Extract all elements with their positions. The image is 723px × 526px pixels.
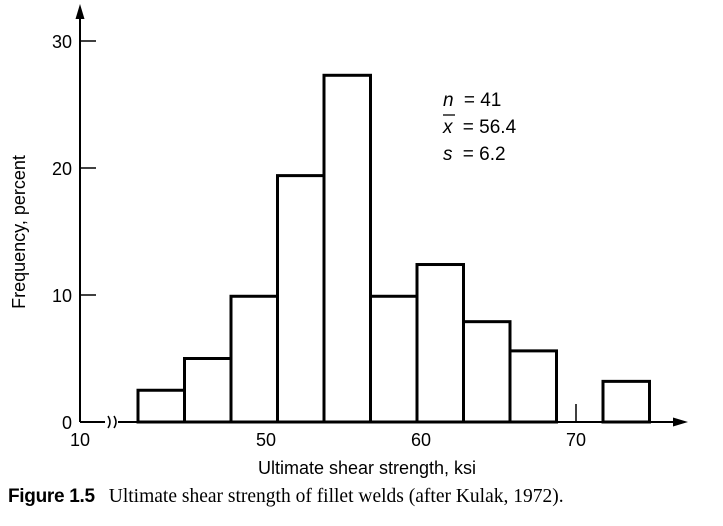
stat-n: n = 41 xyxy=(443,90,501,111)
histogram-bar xyxy=(369,294,419,424)
y-axis-label: Frequency, percent xyxy=(9,155,29,309)
y-tick-label: 10 xyxy=(52,286,72,306)
axis-break-mark xyxy=(107,415,117,429)
histogram-bar xyxy=(462,320,512,424)
histogram-bar xyxy=(415,263,465,424)
y-ticks: 0 10 20 30 xyxy=(52,32,96,433)
figure-label: Figure 1.5 xyxy=(8,486,95,507)
histogram-bars xyxy=(136,73,651,424)
histogram-bar xyxy=(322,73,372,424)
stat-s-value: = 6.2 xyxy=(463,144,506,165)
x-tick-label: 70 xyxy=(566,430,586,450)
histogram-bar xyxy=(276,174,326,424)
stat-s-symbol: s xyxy=(443,144,453,165)
x-axis-label: Ultimate shear strength, ksi xyxy=(258,458,476,478)
x-tick-label: 10 xyxy=(70,430,90,450)
x-ticks: 10 50 60 70 xyxy=(70,404,586,450)
stat-n-value: = 41 xyxy=(464,90,502,111)
figure-caption: Figure 1.5 Ultimate shear strength of fil… xyxy=(8,486,720,508)
stat-mean-value: = 56.4 xyxy=(463,117,517,138)
y-tick-label: 20 xyxy=(52,159,72,179)
histogram-bar xyxy=(601,379,651,424)
stat-mean: x = 56.4 xyxy=(442,117,517,138)
x-tick-label: 60 xyxy=(411,430,431,450)
histogram-bar xyxy=(136,388,186,424)
histogram-bar xyxy=(229,294,279,424)
y-axis-arrow xyxy=(75,4,85,19)
stat-n-symbol: n xyxy=(443,90,454,111)
y-tick-label: 30 xyxy=(52,32,72,52)
y-tick-label: 0 xyxy=(62,413,72,433)
stat-s: s = 6.2 xyxy=(443,144,506,165)
histogram-bar xyxy=(508,349,558,424)
figure-caption-text: Ultimate shear strength of fillet welds … xyxy=(108,486,564,507)
histogram-bar xyxy=(183,357,233,424)
x-axis-arrow xyxy=(673,417,688,427)
x-tick-label: 50 xyxy=(256,430,276,450)
stats-annotation: n = 41 x = 56.4 s = 6.2 xyxy=(442,90,517,165)
stat-mean-symbol: x xyxy=(442,117,454,138)
